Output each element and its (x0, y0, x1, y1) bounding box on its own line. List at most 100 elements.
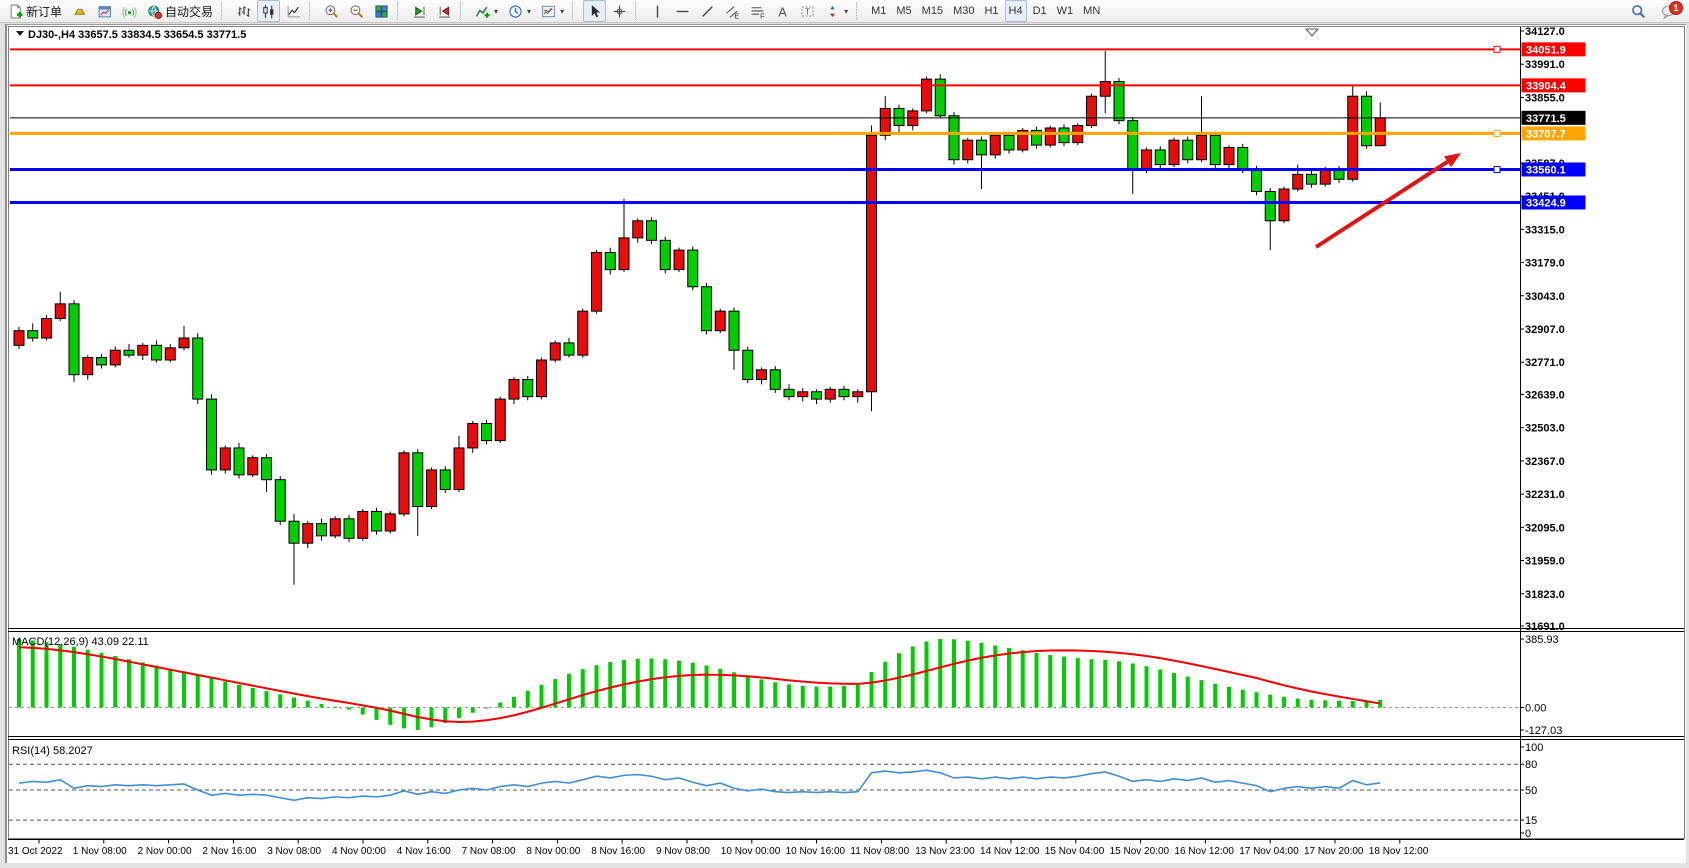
tile-windows-button[interactable] (370, 0, 393, 22)
candle-body (1044, 127, 1056, 146)
one-click-trading-toggle-icon[interactable] (16, 31, 24, 36)
vertical-line-icon (650, 4, 665, 19)
candle-body (329, 518, 341, 537)
arrows-button[interactable]: ▾ (821, 0, 852, 22)
price-badge-label: 33771.5 (1526, 113, 1566, 125)
periods-icon (508, 4, 523, 19)
auto-trading-button[interactable]: 自动交易 (143, 0, 217, 22)
periods-button[interactable]: ▾ (504, 0, 535, 22)
channel-button[interactable]: E (721, 0, 744, 22)
candle-body (673, 249, 685, 271)
trend-arrow-annotation[interactable] (1314, 160, 1449, 249)
chart-shift-button[interactable] (433, 0, 456, 22)
macd-histogram-bar (594, 665, 599, 708)
search-button[interactable] (1627, 0, 1650, 22)
main-toolbar: 新订单 自动交易 ▾ ▾ ▾ E F A T ▾ M1 M5 M15 M30 H1 H4 D1 W1 MN 1 (0, 0, 1689, 23)
dropdown-arrow-icon[interactable]: ▾ (527, 6, 532, 16)
cursor-button[interactable] (583, 0, 607, 22)
dropdown-arrow-icon[interactable]: ▾ (560, 6, 565, 16)
bar-chart-icon (236, 4, 251, 19)
timeframe-mn[interactable]: MN (1079, 0, 1104, 22)
macd-histogram-bar (333, 706, 338, 708)
macd-histogram-bar (828, 686, 833, 708)
toolbar-separator (309, 2, 315, 20)
zoom-out-button[interactable] (345, 0, 368, 22)
rsi-axis-label: 15 (1525, 815, 1537, 827)
line-end-marker[interactable] (1493, 165, 1501, 173)
line-chart-button[interactable] (282, 0, 305, 22)
timeframe-w1[interactable]: W1 (1053, 0, 1078, 22)
trendline-button[interactable] (696, 0, 719, 22)
bar-chart-button[interactable] (232, 0, 255, 22)
indicators-button[interactable]: ▾ (471, 0, 502, 22)
candle-body (1182, 139, 1194, 161)
price-axis-label: 33179.0 (1525, 258, 1565, 270)
chart-canvas[interactable]: 31 Oct 2022 1 Nov 08:00 2 Nov 00:00 2 Nov 1… (7, 25, 1686, 863)
signal-button[interactable] (118, 0, 141, 22)
gold-icon (72, 4, 87, 19)
gold-button[interactable] (68, 0, 91, 22)
crosshair-button[interactable] (608, 0, 631, 22)
notifications-button[interactable]: 1 (1657, 0, 1683, 22)
candle-body (604, 252, 616, 271)
timeframe-m1[interactable]: M1 (867, 0, 890, 22)
candle-body (1209, 134, 1221, 166)
button-label: 新订单 (26, 4, 63, 19)
time-axis-label: 10 Nov 16:00 (786, 846, 846, 857)
candle-body (1319, 168, 1331, 185)
timeframe-m15[interactable]: M15 (918, 0, 947, 22)
macd-histogram-bar (759, 679, 764, 708)
label-button[interactable]: T (796, 0, 819, 22)
macd-histogram-bar (388, 707, 393, 725)
tile-windows-icon (374, 4, 389, 19)
horizontal-line-button[interactable] (671, 0, 694, 22)
price-axis-label: 33315.0 (1525, 224, 1565, 236)
macd-histogram-bar (608, 662, 613, 708)
macd-histogram-bar (842, 685, 846, 708)
chart-shift-marker[interactable] (1304, 28, 1320, 37)
charts-button[interactable] (93, 0, 116, 22)
line-end-marker[interactable] (1493, 45, 1501, 53)
candlestick-chart-button[interactable] (257, 0, 281, 22)
timeframe-m5[interactable]: M5 (892, 0, 915, 22)
candle-body (467, 423, 479, 449)
time-axis-label: 8 Nov 16:00 (591, 846, 645, 857)
candle-body (357, 510, 369, 539)
macd-histogram-bar (140, 662, 145, 708)
time-axis-label: 9 Nov 08:00 (656, 846, 710, 857)
timeframe-m30[interactable]: M30 (949, 0, 978, 22)
macd-histogram-bar (979, 642, 984, 708)
macd-histogram-bar (1130, 663, 1135, 708)
templates-button[interactable]: ▾ (537, 0, 568, 22)
candle-body (1347, 95, 1359, 180)
timeframe-d1[interactable]: D1 (1029, 0, 1051, 22)
candle-body (123, 349, 135, 356)
dropdown-arrow-icon[interactable]: ▾ (494, 6, 499, 16)
macd-histogram-bar (1323, 700, 1328, 708)
candle-body (618, 237, 630, 271)
candle-body (701, 286, 712, 332)
time-axis-label: 2 Nov 16:00 (202, 846, 256, 857)
toolbar-separator (221, 2, 227, 20)
price-badge-label: 33707.7 (1526, 128, 1566, 140)
macd-histogram-bar (44, 642, 49, 708)
macd-histogram-bar (525, 690, 530, 708)
vertical-line-button[interactable] (646, 0, 669, 22)
dropdown-arrow-icon[interactable]: ▾ (844, 6, 849, 16)
auto-scroll-button[interactable] (408, 0, 431, 22)
new-order-button[interactable]: 新订单 (4, 0, 66, 22)
fibonacci-button[interactable]: F (746, 0, 769, 22)
cursor-icon (587, 4, 602, 19)
macd-histogram-bar (1364, 700, 1369, 708)
line-end-marker[interactable] (1493, 129, 1501, 137)
macd-histogram-bar (1378, 699, 1383, 708)
button-label: H1 (984, 5, 999, 17)
candle-body (508, 379, 520, 400)
text-button[interactable]: A (771, 0, 794, 22)
chart-frame (8, 26, 1685, 839)
timeframe-h1[interactable]: H1 (980, 0, 1002, 22)
chart-window[interactable]: 31 Oct 2022 1 Nov 08:00 2 Nov 00:00 2 Nov 1… (5, 24, 1686, 863)
candle-body (316, 523, 327, 537)
zoom-in-button[interactable] (320, 0, 343, 22)
timeframe-h4[interactable]: H4 (1004, 0, 1027, 22)
